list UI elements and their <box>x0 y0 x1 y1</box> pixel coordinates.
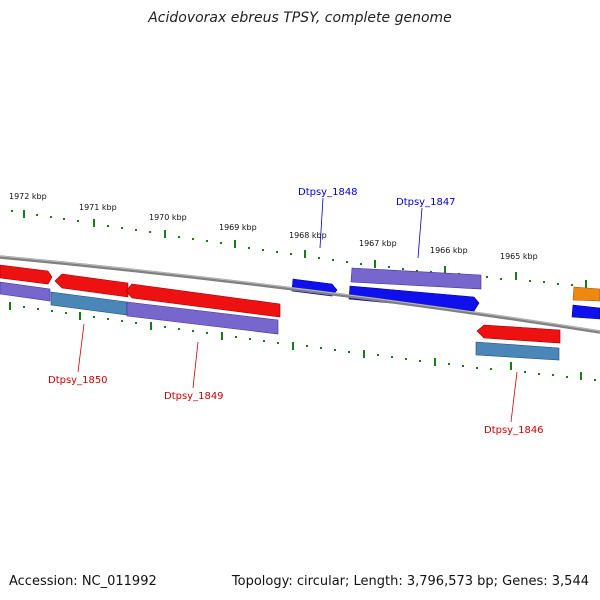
gene-steel-1846 <box>475 341 560 361</box>
gene-label-dtpsy-1846: Dtpsy_1846 <box>484 425 544 436</box>
reverse-strand-genes <box>0 281 561 361</box>
gene-red-1846 <box>476 324 561 344</box>
gene-purple-1849 <box>126 301 279 335</box>
leader-lines <box>77 197 518 423</box>
kbp-label-1970: 1970 kbp <box>149 213 187 222</box>
gene-purple-1847 <box>350 267 482 290</box>
forward-strand-genes <box>0 264 600 320</box>
accession-text: Accession: NC_011992 <box>9 574 157 589</box>
kbp-label-1972: 1972 kbp <box>9 192 47 201</box>
gene-label-dtpsy-1847: Dtpsy_1847 <box>396 197 456 208</box>
gene-blue-right <box>571 304 600 320</box>
gene-red-fwd-1850 <box>54 273 129 298</box>
kbp-label-1966: 1966 kbp <box>430 246 468 255</box>
kbp-label-1968: 1968 kbp <box>289 231 327 240</box>
gene-label-dtpsy-1850: Dtpsy_1850 <box>48 375 108 386</box>
gene-labels: Dtpsy_1848 Dtpsy_1847 Dtpsy_1850 Dtpsy_1… <box>48 187 544 436</box>
kbp-label-1965: 1965 kbp <box>500 252 538 261</box>
map-title: Acidovorax ebreus TPSY, complete genome <box>148 10 452 26</box>
genome-summary-text: Topology: circular; Length: 3,796,573 bp… <box>231 574 589 589</box>
gene-red-fwd-left <box>0 264 53 285</box>
gene-purple-rev-left <box>0 281 51 302</box>
kbp-label-1971: 1971 kbp <box>79 203 117 212</box>
outer-tick-track <box>11 210 587 288</box>
genome-backbone <box>0 255 600 334</box>
gene-label-dtpsy-1848: Dtpsy_1848 <box>298 187 358 198</box>
kbp-labels: 1972 kbp 1971 kbp 1970 kbp 1969 kbp 1968… <box>9 192 538 261</box>
inner-tick-track <box>9 302 596 381</box>
gene-orange-right <box>572 286 600 302</box>
gene-label-dtpsy-1849: Dtpsy_1849 <box>164 391 224 402</box>
kbp-label-1969: 1969 kbp <box>219 223 257 232</box>
gene-red-fwd-1849 <box>125 283 281 318</box>
kbp-label-1967: 1967 kbp <box>359 239 397 248</box>
